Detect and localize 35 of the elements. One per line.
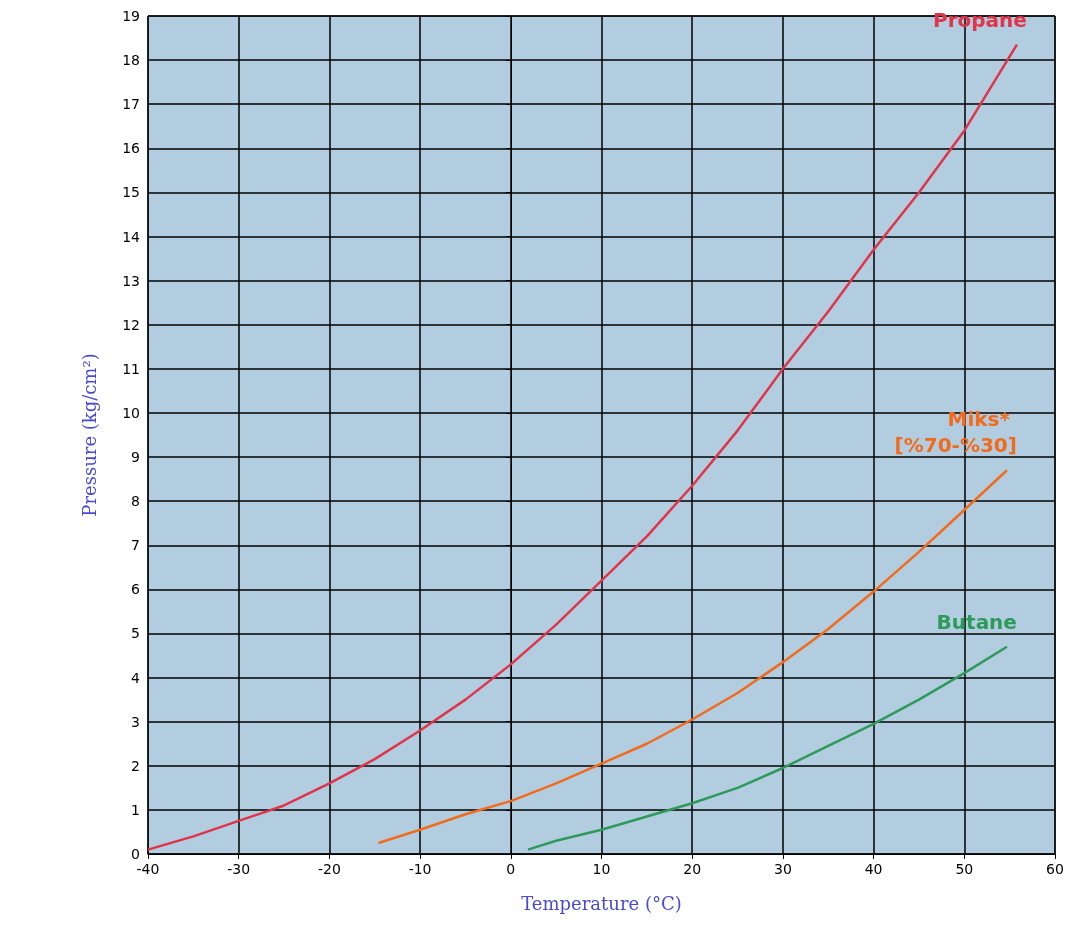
y-tick-label: 5 [131,625,140,642]
x-tick-label: -10 [408,861,432,877]
y-tick-label: 6 [131,581,141,598]
y-tick-label: 15 [122,184,140,201]
x-tick-label: -40 [136,861,160,877]
y-tick-label: 17 [122,96,140,113]
line-series [526,645,1009,851]
x-tick-label: 0 [506,861,516,877]
y-tick-label: 4 [131,669,141,686]
line-series [146,43,1019,851]
x-tick-label: -20 [317,861,341,877]
y-axis-title: Pressure (kg/cm²) [78,353,100,517]
y-tick-label: 2 [131,757,140,774]
x-tick-label: 50 [955,861,974,877]
y-tick-label: 13 [122,272,140,289]
x-tick-label: -30 [227,861,251,877]
y-tick-label: 7 [131,537,140,554]
y-tick-label: 18 [122,52,140,69]
x-tick-label: 60 [1046,861,1064,877]
y-tick-label: 19 [122,8,140,24]
x-tick-label: 40 [864,861,883,877]
y-tick-label: 11 [122,360,140,377]
y-tick-label: 1 [131,801,140,818]
y-tick-label: 16 [122,140,141,157]
y-tick-label: 12 [122,316,140,333]
x-tick-label: 10 [592,861,611,877]
y-tick-label: 8 [131,493,140,510]
y-tick-label: 0 [131,846,140,862]
y-tick-label: 10 [122,404,140,421]
x-axis-title: Temperature (°C) [521,892,682,914]
x-tick-label: 20 [683,861,702,877]
y-tick-label: 3 [131,713,140,730]
y-tick-label: 9 [131,449,140,466]
y-tick-label: 14 [122,228,141,245]
x-tick-label: 30 [773,861,792,877]
